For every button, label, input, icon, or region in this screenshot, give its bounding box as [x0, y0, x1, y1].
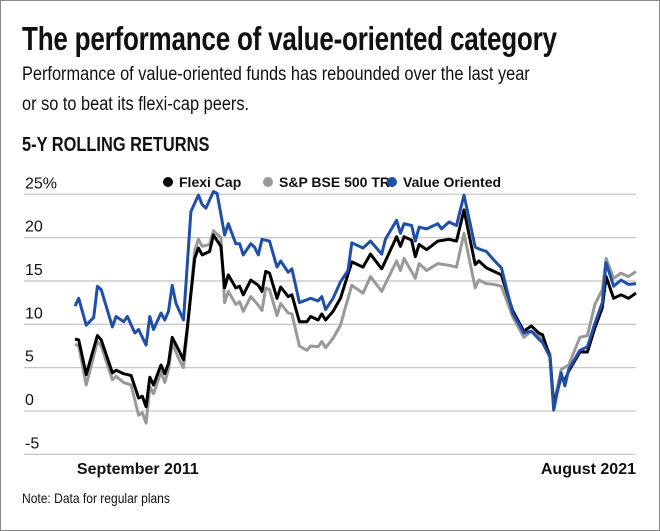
- series-lines: [73, 190, 637, 425]
- legend-marker-icon: [263, 177, 273, 187]
- y-tick-label: 15: [25, 262, 43, 279]
- legend-label: Value Oriented: [403, 174, 501, 190]
- y-tick-label: 0: [25, 392, 34, 409]
- subtitle-line-2: or so to beat its flexi-cap peers.: [22, 94, 250, 115]
- legend-marker-icon: [387, 177, 397, 187]
- y-tick-label: -5: [25, 435, 39, 452]
- legend-marker-icon: [163, 177, 173, 187]
- series-line-value-oriented: [73, 190, 637, 412]
- chart-title: 5-Y ROLLING RETURNS: [22, 134, 210, 156]
- x-tick-label: August 2021: [541, 461, 636, 478]
- y-tick-label: 25%: [25, 175, 57, 192]
- x-axis-labels: September 2011 August 2021: [77, 461, 636, 478]
- gridlines: [24, 193, 636, 456]
- legend: Flexi Cap S&P BSE 500 TRI Value Oriented: [163, 174, 501, 190]
- y-axis-labels: 25% 20 15 10 5 0 -5: [25, 175, 57, 452]
- y-tick-label: 5: [25, 349, 34, 366]
- y-tick-label: 10: [25, 305, 43, 322]
- y-tick-label: 20: [25, 219, 43, 236]
- subtitle-line-1: Performance of value-oriented funds has …: [22, 64, 530, 85]
- footnote: Note: Data for regular plans: [22, 490, 170, 506]
- series-line-flexi-cap: [74, 208, 637, 409]
- page-title: The performance of value-oriented catego…: [22, 20, 557, 57]
- legend-label: S&P BSE 500 TRI: [279, 174, 394, 190]
- legend-label: Flexi Cap: [179, 174, 241, 190]
- x-tick-label: September 2011: [77, 461, 199, 478]
